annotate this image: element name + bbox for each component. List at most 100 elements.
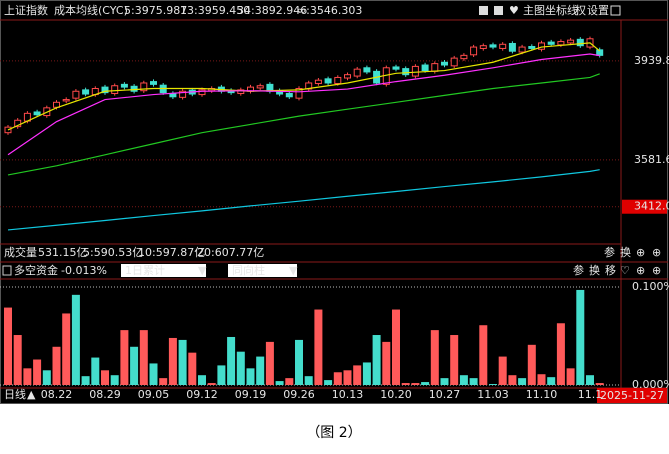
bar [149, 363, 158, 385]
bar [586, 375, 594, 385]
toolbar-button[interactable]: 设置 [587, 4, 609, 17]
bar [285, 378, 294, 385]
candle-body [479, 45, 487, 49]
bar [168, 337, 177, 385]
icon-minus[interactable] [494, 6, 503, 15]
toolbar-button[interactable]: 坐标线 [545, 3, 578, 17]
bar [295, 339, 303, 385]
y-tick-label: 3939.8 [634, 54, 669, 67]
icon-zoom[interactable]: ⊕ [652, 264, 661, 277]
bar [537, 374, 546, 385]
candle-body [72, 90, 80, 99]
dropdown-arrow[interactable]: ▼ [289, 264, 298, 277]
icon-zoom[interactable]: ⊕ [636, 264, 645, 277]
panel-button[interactable]: 参 [573, 263, 584, 277]
dropdown[interactable] [228, 264, 297, 277]
candle-body [295, 87, 303, 99]
x-tick-label: 10.20 [380, 388, 412, 401]
bar [450, 335, 459, 385]
y-tick-label: 3412.0 [634, 200, 669, 213]
dropdown-text[interactable]: 1日累计 [125, 264, 165, 277]
bar [421, 382, 430, 385]
y-tick-label: 0.000% [632, 378, 669, 391]
candle-body [392, 66, 400, 70]
bar [343, 370, 352, 385]
bar [508, 375, 517, 385]
toolbar-button[interactable]: 主图 [523, 4, 545, 17]
icon-zoom[interactable]: ⊕ [636, 246, 645, 259]
ma-line [7, 73, 600, 176]
panel-button[interactable]: 换 [589, 263, 600, 277]
candle-body [547, 41, 555, 45]
chart-title: 上证指数 [4, 3, 48, 17]
bar [33, 359, 42, 385]
bar [275, 381, 284, 385]
dropdown-arrow[interactable]: ▼ [198, 264, 207, 277]
candle-body [14, 119, 22, 128]
panel-button[interactable]: 参 [604, 245, 615, 259]
candle-body [508, 42, 516, 52]
candle-body [120, 83, 128, 88]
candle-body [421, 64, 429, 72]
candle-body [499, 43, 507, 49]
bar [401, 383, 410, 385]
candle-body [450, 57, 458, 67]
dropdown[interactable] [121, 264, 206, 277]
x-tick-label: 11.1 [578, 388, 603, 401]
bar [566, 368, 575, 385]
candle-body [198, 89, 206, 96]
bar [227, 336, 236, 385]
candle-body [237, 89, 245, 94]
period-label[interactable]: 日线 [4, 387, 26, 401]
bar [71, 294, 80, 385]
candle-body [324, 78, 332, 84]
bar [188, 352, 197, 385]
y-tick-label: 0.100% [632, 280, 669, 293]
icon-window[interactable] [610, 5, 621, 16]
bar [246, 368, 255, 385]
icon-heart[interactable]: ♡ [620, 264, 630, 277]
panel-button[interactable]: 移 [605, 264, 616, 277]
bar [101, 370, 109, 385]
bar [382, 341, 391, 385]
dropdown-text[interactable]: 同向柱 [232, 263, 265, 277]
bar [23, 368, 32, 385]
bar [489, 384, 497, 385]
bar [236, 351, 245, 385]
candle-body [344, 74, 351, 79]
current-date: 2025-11-27 [600, 389, 664, 402]
icon-heart[interactable]: ♥ [509, 4, 519, 17]
bar [547, 377, 556, 385]
candle-body [431, 63, 439, 72]
candle-body [489, 44, 497, 48]
candle-body [256, 85, 264, 89]
bar [498, 356, 507, 385]
bar [440, 378, 449, 385]
icon-help[interactable] [2, 265, 12, 276]
candle-body [363, 67, 371, 73]
bar [91, 357, 100, 385]
candle-body [130, 85, 138, 92]
x-tick-label: 09.05 [138, 388, 170, 401]
candle-body [179, 90, 187, 98]
bar [324, 380, 333, 385]
volume-ma: 10:597.87亿 [138, 246, 205, 259]
icon-zoom[interactable]: ⊕ [652, 246, 661, 259]
bar [411, 383, 420, 385]
toolbar-button[interactable]: 权 [575, 4, 586, 17]
panel-button[interactable]: 换 [620, 245, 631, 259]
x-tick-label: 10.13 [332, 388, 364, 401]
period-arrow[interactable]: ▲ [27, 388, 36, 401]
candle-body [411, 65, 419, 77]
ma-line [7, 53, 600, 156]
x-tick-label: 09.26 [283, 388, 315, 401]
bar [256, 356, 265, 385]
icon-plus[interactable] [479, 6, 488, 15]
chart-background [0, 0, 669, 404]
candle-body [285, 92, 293, 98]
bar [479, 325, 488, 385]
bar [4, 307, 12, 385]
bar [265, 341, 274, 385]
indicator-name: 成本均线(CYC) [54, 3, 128, 17]
frame [0, 0, 668, 404]
